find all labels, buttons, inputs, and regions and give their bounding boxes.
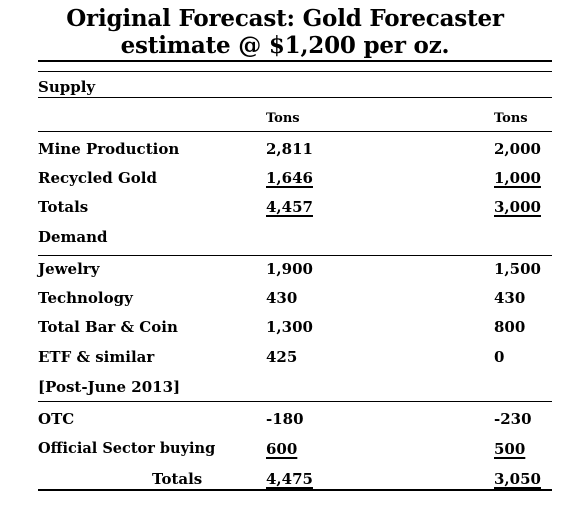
row-technology-label: Technology <box>38 289 133 307</box>
table-bottom-rule <box>38 489 552 491</box>
row-bar-coin-label: Total Bar & Coin <box>38 318 178 336</box>
row-bar-coin-b: 800 <box>494 318 526 336</box>
row-mine-production-a: 2,811 <box>266 140 313 158</box>
row-supply-totals-a: 4,457 <box>266 198 313 216</box>
row-technology-b: 430 <box>494 289 526 307</box>
row-final-totals-b: 3,050 <box>494 470 541 488</box>
row-otc-b: -230 <box>494 410 532 428</box>
row-etf-b: 0 <box>494 348 505 366</box>
section-post-june-label: [Post-June 2013] <box>38 378 181 396</box>
row-final-totals-label: Totals <box>152 470 203 488</box>
row-jewelry-label: Jewelry <box>38 260 100 278</box>
row-otc-a: -180 <box>266 410 304 428</box>
rule-below-supply <box>38 97 552 98</box>
row-technology-a: 430 <box>266 289 298 307</box>
row-official-sector-a: 600 <box>266 440 298 458</box>
row-jewelry-b: 1,500 <box>494 260 541 278</box>
rule-below-demand <box>38 255 552 256</box>
rule-below-post-june <box>38 401 552 402</box>
row-supply-totals-b: 3,000 <box>494 198 541 216</box>
title-line-1: Original Forecast: Gold Forecaster <box>66 5 504 32</box>
section-demand-label: Demand <box>38 228 108 246</box>
forecast-title: Original Forecast: Gold Forecaster estim… <box>0 5 570 59</box>
row-final-totals-a: 4,475 <box>266 470 313 488</box>
section-supply-label: Supply <box>38 78 96 96</box>
row-mine-production-label: Mine Production <box>38 140 180 158</box>
table-rule-below-title <box>38 71 552 72</box>
row-otc-label: OTC <box>38 410 75 428</box>
row-recycled-gold-a: 1,646 <box>266 169 313 187</box>
row-official-sector-label: Official Sector buying <box>38 440 216 457</box>
row-recycled-gold-b: 1,000 <box>494 169 541 187</box>
col-header-tons-b: Tons <box>494 111 528 126</box>
row-etf-a: 425 <box>266 348 298 366</box>
table-top-rule <box>38 60 552 62</box>
row-supply-totals-label: Totals <box>38 198 89 216</box>
row-recycled-gold-label: Recycled Gold <box>38 169 157 187</box>
row-official-sector-b: 500 <box>494 440 526 458</box>
row-bar-coin-a: 1,300 <box>266 318 313 336</box>
row-etf-label: ETF & similar <box>38 348 155 366</box>
rule-below-tons-header <box>38 131 552 132</box>
title-line-2: estimate @ $1,200 per oz. <box>120 32 450 59</box>
row-jewelry-a: 1,900 <box>266 260 313 278</box>
col-header-tons-a: Tons <box>266 111 300 126</box>
row-mine-production-b: 2,000 <box>494 140 541 158</box>
